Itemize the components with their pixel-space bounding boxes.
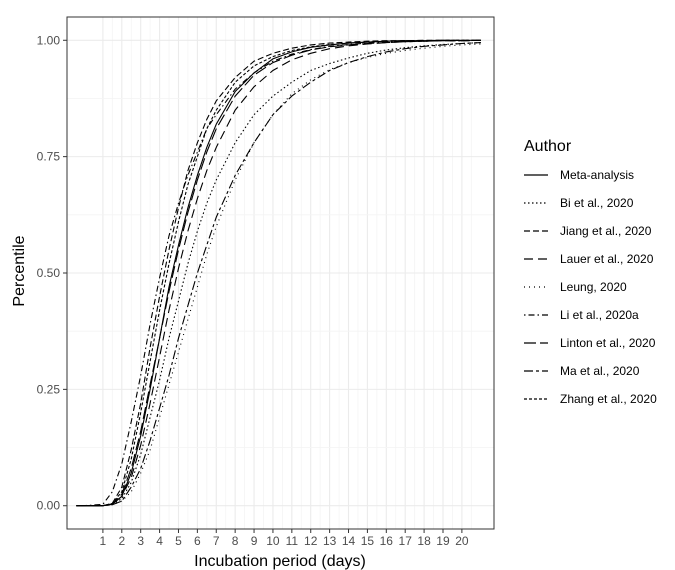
- legend: Author Meta-analysis Bi et al., 2020 Jiang…: [524, 138, 657, 406]
- y-axis-ticks: 0.00 0.25 0.50 0.75 1.00: [37, 33, 67, 513]
- legend-label: Leung, 2020: [560, 280, 627, 294]
- x-tick-label: 12: [304, 534, 318, 548]
- x-tick-label: 13: [323, 534, 337, 548]
- legend-label: Li et al., 2020a: [560, 308, 639, 322]
- x-tick-label: 5: [175, 534, 182, 548]
- x-tick-label: 18: [417, 534, 431, 548]
- x-tick-label: 9: [251, 534, 258, 548]
- x-tick-label: 10: [266, 534, 280, 548]
- grid-layer: [67, 17, 494, 529]
- x-tick-label: 14: [342, 534, 356, 548]
- series-line: [76, 42, 481, 507]
- legend-title: Author: [524, 138, 572, 155]
- legend-label: Zhang et al., 2020: [560, 392, 657, 406]
- x-tick-label: 7: [213, 534, 220, 548]
- x-tick-label: 16: [380, 534, 394, 548]
- x-tick-label: 2: [118, 534, 125, 548]
- x-tick-label: 8: [232, 534, 239, 548]
- x-tick-label: 15: [361, 534, 375, 548]
- x-axis-title: Incubation period (days): [194, 553, 366, 570]
- legend-label: Jiang et al., 2020: [560, 224, 652, 238]
- series-line: [76, 39, 481, 507]
- series-lines: [76, 39, 481, 507]
- series-line: [76, 39, 481, 507]
- x-tick-label: 17: [399, 534, 413, 548]
- y-axis-title: Percentile: [11, 235, 28, 306]
- legend-items: Meta-analysis Bi et al., 2020 Jiang et al.…: [524, 168, 657, 406]
- x-axis-ticks: 1 2 3 4 5 6 7 8 9 10 11 12 13 14 15 16 17 18 19 20: [100, 529, 469, 548]
- x-tick-label: 19: [436, 534, 450, 548]
- series-line: [76, 39, 481, 507]
- x-tick-label: 6: [194, 534, 201, 548]
- x-tick-label: 4: [156, 534, 163, 548]
- x-tick-label: 20: [455, 534, 469, 548]
- y-tick-label: 0.25: [37, 382, 61, 396]
- x-tick-label: 1: [100, 534, 107, 548]
- legend-label: Ma et al., 2020: [560, 364, 640, 378]
- legend-label: Bi et al., 2020: [560, 196, 634, 210]
- y-tick-label: 1.00: [37, 33, 61, 47]
- legend-label: Linton et al., 2020: [560, 336, 656, 350]
- legend-label: Meta-analysis: [560, 168, 634, 182]
- series-line: [76, 42, 481, 507]
- x-tick-label: 11: [286, 534, 299, 548]
- y-tick-label: 0.00: [37, 499, 61, 513]
- legend-label: Lauer et al., 2020: [560, 252, 654, 266]
- y-tick-label: 0.75: [37, 150, 61, 164]
- y-tick-label: 0.50: [37, 266, 61, 280]
- series-line: [76, 39, 481, 507]
- x-tick-label: 3: [137, 534, 144, 548]
